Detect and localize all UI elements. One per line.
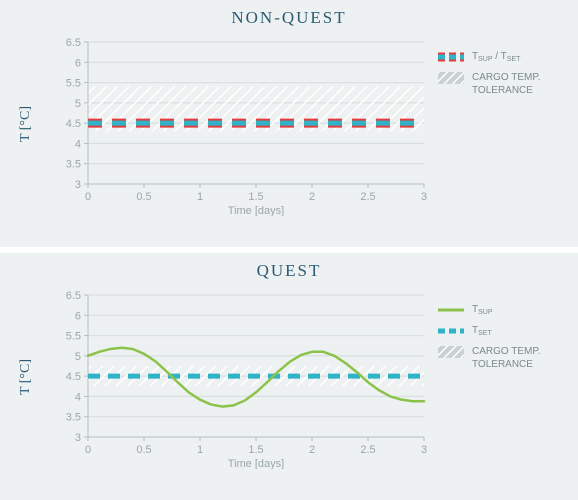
legend-item: CARGO TEMP. TOLERANCE <box>438 345 568 371</box>
non-quest-panel: NON-QUEST T [°C] 3 3.5 4 4.5 5 5.5 6 6.5 0 0.5 1 1.… <box>0 0 578 247</box>
svg-text:3.5: 3.5 <box>66 159 81 171</box>
plot-area-top: 3 3.5 4 4.5 5 5.5 6 6.5 0 0.5 1 1.5 2 2.5 3 Time [days] <box>54 36 430 216</box>
chart-title-bottom: QUEST <box>0 253 578 281</box>
chart-title-top: NON-QUEST <box>0 0 578 28</box>
svg-text:2.5: 2.5 <box>360 191 375 203</box>
legend-item: TSET <box>438 324 568 337</box>
svg-text:2.5: 2.5 <box>360 444 375 456</box>
y-axis-label-top: T [°C] <box>18 105 34 141</box>
svg-text:3.5: 3.5 <box>66 412 81 424</box>
quest-panel: QUEST T [°C] 3 3.5 4 4.5 5 5.5 6 6.5 0 0.5 1 1.5 2 2.… <box>0 253 578 500</box>
svg-text:0: 0 <box>85 444 91 456</box>
svg-text:6: 6 <box>75 57 81 69</box>
legend-label: CARGO TEMP. TOLERANCE <box>472 71 568 97</box>
svg-text:0: 0 <box>85 191 91 203</box>
svg-text:6.5: 6.5 <box>66 290 81 302</box>
svg-text:3: 3 <box>75 179 81 191</box>
legend-label: TSUP / TSET <box>472 50 520 63</box>
legend-item: CARGO TEMP. TOLERANCE <box>438 71 568 97</box>
svg-text:5.5: 5.5 <box>66 78 81 90</box>
legend-bottom: TSUP TSET CARGO TEMP. TOLERANCE <box>438 303 568 379</box>
svg-text:3: 3 <box>75 432 81 444</box>
svg-text:1: 1 <box>197 444 203 456</box>
svg-text:4.5: 4.5 <box>66 371 81 383</box>
svg-text:1: 1 <box>197 191 203 203</box>
legend-item: TSUP / TSET <box>438 50 568 63</box>
y-axis-label-bottom: T [°C] <box>18 358 34 394</box>
svg-text:4: 4 <box>75 391 81 403</box>
svg-text:4: 4 <box>75 138 81 150</box>
svg-text:0.5: 0.5 <box>136 444 151 456</box>
legend-swatch <box>438 346 464 358</box>
legend-label: TSET <box>472 324 492 337</box>
svg-text:2: 2 <box>309 191 315 203</box>
legend-item: TSUP <box>438 303 568 316</box>
svg-text:5.5: 5.5 <box>66 331 81 343</box>
svg-text:3: 3 <box>421 444 427 456</box>
svg-text:4.5: 4.5 <box>66 118 81 130</box>
plot-area-bottom: 3 3.5 4 4.5 5 5.5 6 6.5 0 0.5 1 1.5 2 2.5 3 Time [days] <box>54 289 430 469</box>
svg-text:5: 5 <box>75 351 81 363</box>
legend-swatch <box>438 325 464 337</box>
svg-text:6: 6 <box>75 310 81 322</box>
legend-label: TSUP <box>472 303 493 316</box>
svg-text:5: 5 <box>75 98 81 110</box>
svg-text:1.5: 1.5 <box>248 191 263 203</box>
svg-text:0.5: 0.5 <box>136 191 151 203</box>
chart-svg-top: 3 3.5 4 4.5 5 5.5 6 6.5 0 0.5 1 1.5 2 2.5 3 Time [days] <box>54 36 430 216</box>
legend-swatch <box>438 304 464 316</box>
svg-text:Time [days]: Time [days] <box>228 205 284 216</box>
svg-text:2: 2 <box>309 444 315 456</box>
svg-text:1.5: 1.5 <box>248 444 263 456</box>
svg-text:3: 3 <box>421 191 427 203</box>
legend-label: CARGO TEMP. TOLERANCE <box>472 345 568 371</box>
chart-svg-bottom: 3 3.5 4 4.5 5 5.5 6 6.5 0 0.5 1 1.5 2 2.5 3 Time [days] <box>54 289 430 469</box>
legend-top: TSUP / TSET CARGO TEMP. TOLERANCE <box>438 50 568 105</box>
legend-swatch <box>438 72 464 84</box>
svg-text:6.5: 6.5 <box>66 37 81 49</box>
legend-swatch <box>438 51 464 63</box>
svg-text:Time [days]: Time [days] <box>228 458 284 469</box>
